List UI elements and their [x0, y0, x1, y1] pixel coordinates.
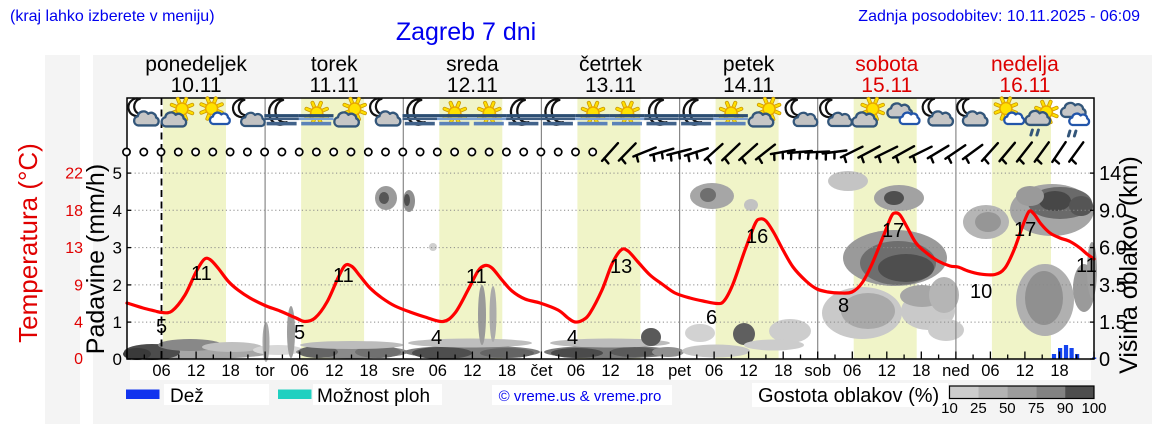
svg-text:© vreme.us & vreme.pro: © vreme.us & vreme.pro	[499, 388, 662, 405]
svg-text:17: 17	[882, 220, 904, 242]
svg-text:sobota: sobota	[855, 53, 918, 76]
svg-text:12: 12	[601, 362, 619, 380]
svg-text:18: 18	[774, 362, 792, 380]
svg-text:12: 12	[878, 362, 896, 380]
svg-text:13: 13	[65, 240, 83, 257]
svg-text:Temperatura (°C): Temperatura (°C)	[13, 143, 43, 343]
svg-text:sre: sre	[392, 362, 415, 380]
svg-text:4: 4	[431, 327, 442, 349]
svg-text:Višina oblakov (km): Višina oblakov (km)	[1115, 156, 1143, 374]
svg-text:Zagreb 7 dni: Zagreb 7 dni	[396, 18, 536, 46]
svg-text:Dež: Dež	[170, 386, 204, 407]
svg-text:petek: petek	[723, 53, 775, 76]
svg-text:(kraj lahko izberete v meniju): (kraj lahko izberete v meniju)	[10, 8, 215, 25]
svg-text:nedelja: nedelja	[991, 53, 1059, 76]
svg-text:12: 12	[739, 362, 757, 380]
svg-text:11.11: 11.11	[309, 74, 358, 97]
svg-text:13: 13	[610, 256, 632, 278]
svg-text:18: 18	[636, 362, 654, 380]
svg-text:11: 11	[466, 266, 487, 288]
svg-text:9.0: 9.0	[1099, 200, 1127, 222]
svg-text:16.11: 16.11	[999, 74, 1050, 97]
svg-text:sob: sob	[804, 362, 831, 380]
svg-text:Gostota oblakov (%): Gostota oblakov (%)	[758, 385, 939, 407]
svg-text:2: 2	[113, 276, 122, 295]
svg-text:3.5: 3.5	[1099, 275, 1127, 297]
svg-text:06: 06	[705, 362, 723, 380]
svg-text:čet: čet	[530, 362, 552, 380]
svg-text:25: 25	[970, 400, 987, 417]
svg-text:12: 12	[187, 362, 205, 380]
svg-text:5: 5	[294, 322, 305, 344]
svg-text:11: 11	[191, 263, 212, 285]
svg-text:0: 0	[1099, 349, 1110, 371]
svg-text:16: 16	[746, 226, 768, 248]
svg-text:Zadnja posodobitev: 10.11.2025: Zadnja posodobitev: 10.11.2025 - 06:09	[858, 8, 1140, 25]
svg-text:10: 10	[970, 281, 992, 303]
svg-text:tor: tor	[255, 362, 275, 380]
svg-text:6: 6	[706, 307, 717, 329]
svg-text:17: 17	[1014, 219, 1036, 241]
svg-text:06: 06	[152, 362, 170, 380]
svg-text:5: 5	[113, 164, 122, 183]
svg-text:ned: ned	[942, 362, 970, 380]
svg-text:pet: pet	[668, 362, 691, 380]
svg-text:18: 18	[65, 203, 83, 220]
svg-text:14: 14	[1099, 163, 1121, 185]
svg-text:5: 5	[156, 316, 167, 338]
svg-text:4: 4	[74, 315, 83, 332]
svg-text:18: 18	[221, 362, 239, 380]
svg-text:18: 18	[912, 362, 930, 380]
svg-text:06: 06	[291, 362, 309, 380]
svg-text:18: 18	[1050, 362, 1068, 380]
svg-text:11: 11	[1076, 255, 1097, 277]
svg-text:12: 12	[463, 362, 481, 380]
svg-text:15.11: 15.11	[861, 74, 912, 97]
svg-text:4: 4	[113, 201, 122, 220]
svg-text:Padavine (mm/h): Padavine (mm/h)	[82, 164, 110, 354]
svg-text:torek: torek	[311, 53, 358, 76]
svg-text:3: 3	[113, 239, 122, 258]
svg-text:4: 4	[567, 327, 578, 349]
svg-text:četrtek: četrtek	[579, 53, 643, 76]
svg-text:12.11: 12.11	[447, 74, 498, 97]
svg-text:8: 8	[838, 295, 849, 317]
svg-text:13.11: 13.11	[585, 74, 636, 97]
svg-text:Možnost ploh: Možnost ploh	[317, 386, 430, 407]
svg-text:50: 50	[999, 400, 1016, 417]
svg-text:9: 9	[74, 277, 83, 294]
svg-text:10.11: 10.11	[171, 74, 222, 97]
svg-text:18: 18	[360, 362, 378, 380]
svg-text:06: 06	[981, 362, 999, 380]
svg-text:18: 18	[498, 362, 516, 380]
svg-text:22: 22	[65, 166, 83, 183]
svg-text:100: 100	[1081, 400, 1106, 417]
svg-text:06: 06	[429, 362, 447, 380]
svg-text:14.11: 14.11	[723, 74, 774, 97]
svg-text:06: 06	[567, 362, 585, 380]
svg-text:75: 75	[1028, 400, 1045, 417]
svg-text:0: 0	[113, 350, 122, 369]
svg-text:11: 11	[333, 265, 354, 287]
svg-text:12: 12	[1016, 362, 1034, 380]
svg-text:sreda: sreda	[446, 53, 499, 76]
svg-text:1.5: 1.5	[1099, 312, 1127, 334]
svg-text:ponedeljek: ponedeljek	[145, 53, 247, 76]
svg-text:10: 10	[941, 400, 958, 417]
svg-text:06: 06	[843, 362, 861, 380]
svg-text:12: 12	[325, 362, 343, 380]
svg-text:0: 0	[74, 351, 83, 368]
svg-text:90: 90	[1057, 400, 1074, 417]
svg-text:1: 1	[113, 313, 122, 332]
svg-text:6.0: 6.0	[1099, 238, 1127, 260]
